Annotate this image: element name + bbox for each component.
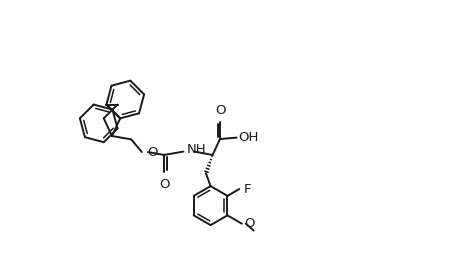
Text: NH: NH <box>187 143 206 156</box>
Text: O: O <box>244 217 254 230</box>
Text: O: O <box>159 177 169 191</box>
Text: O: O <box>215 105 225 117</box>
Text: F: F <box>243 183 251 196</box>
Text: O: O <box>147 146 157 159</box>
Text: OH: OH <box>238 131 259 144</box>
